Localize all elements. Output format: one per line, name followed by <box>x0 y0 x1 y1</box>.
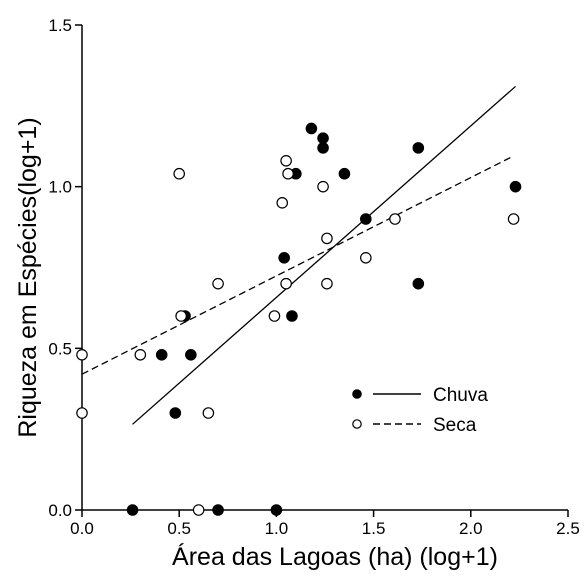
data-point-seca <box>321 277 333 290</box>
fit-lines <box>81 85 516 425</box>
data-point-seca <box>317 180 329 193</box>
data-point-chuva <box>155 348 168 361</box>
data-point-chuva <box>338 167 351 180</box>
data-point-seca <box>280 277 292 290</box>
data-point-seca <box>507 213 520 225</box>
data-point-seca <box>212 277 224 290</box>
x-axis-title: Área das Lagoas (ha) (log+1) <box>172 542 498 571</box>
data-point-chuva <box>126 504 139 516</box>
data-point-seca <box>175 310 187 322</box>
data-point-chuva <box>169 407 182 419</box>
data-point-seca <box>134 348 147 361</box>
x-tick-label: 2.0 <box>459 519 483 538</box>
data-point-chuva <box>412 277 425 290</box>
data-point-seca <box>192 504 205 516</box>
data-point-seca <box>202 407 215 419</box>
x-tick-label: 0.5 <box>167 519 191 538</box>
axes: 0.0 0.5 1.0 1.5 2.0 2.5 0.0 0.5 1.0 1.5 <box>48 16 579 538</box>
legend-marker-seca <box>352 419 362 429</box>
fit-line-seca <box>81 155 514 375</box>
data-point-chuva <box>270 504 283 516</box>
data-point-chuva <box>185 348 197 361</box>
data-point-chuva <box>317 132 329 144</box>
data-point-chuva <box>360 213 372 225</box>
data-point-seca <box>76 348 88 361</box>
data-point-chuva <box>412 142 425 154</box>
y-tick-label: 0.0 <box>48 501 72 520</box>
x-tick-label: 0.0 <box>70 519 94 538</box>
data-points <box>76 122 522 516</box>
data-point-seca <box>76 407 88 419</box>
data-point-chuva <box>317 142 329 154</box>
fit-line-chuva <box>132 85 516 425</box>
legend-label-chuva: Chuva <box>433 385 488 406</box>
data-point-seca <box>276 197 289 209</box>
x-tick-label: 2.5 <box>556 519 580 538</box>
y-tick-label: 1.5 <box>48 16 72 35</box>
data-point-chuva <box>305 122 318 135</box>
x-tick-label: 1.5 <box>362 519 386 538</box>
data-point-seca <box>282 167 294 180</box>
data-point-chuva <box>278 251 290 264</box>
legend-marker-chuva <box>352 389 362 399</box>
data-point-chuva <box>212 504 224 516</box>
data-point-chuva <box>509 180 522 193</box>
y-tick-label: 1.0 <box>48 178 72 197</box>
data-point-seca <box>280 155 292 167</box>
x-tick-label: 1.0 <box>265 519 289 538</box>
legend-label-seca: Seca <box>433 415 477 436</box>
y-axis-title: Riqueza em Espécies(log+1) <box>14 117 42 437</box>
data-point-seca <box>321 232 333 245</box>
data-point-seca <box>360 251 372 264</box>
data-point-seca <box>268 310 281 322</box>
data-point-chuva <box>286 310 298 322</box>
y-tick-label: 0.5 <box>48 339 72 358</box>
data-point-seca <box>173 167 185 180</box>
legend: Chuva Seca <box>352 385 488 436</box>
data-point-seca <box>389 213 401 225</box>
